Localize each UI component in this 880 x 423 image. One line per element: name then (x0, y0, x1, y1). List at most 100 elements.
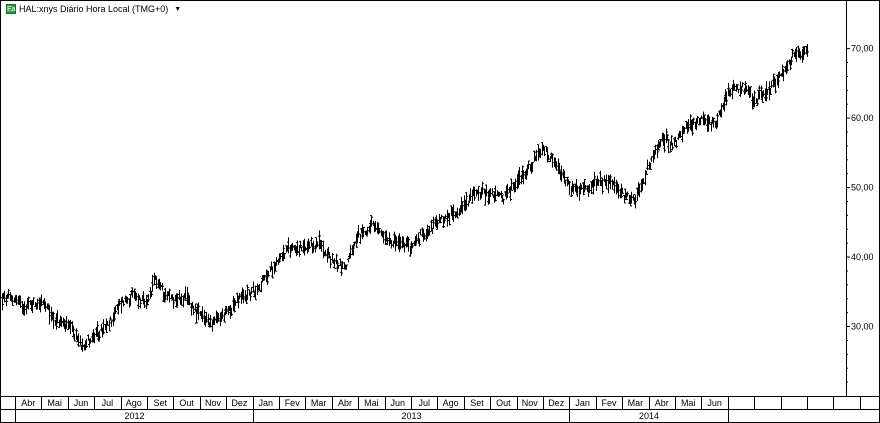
chart-app-icon: Ea (6, 4, 16, 14)
ohlc-bar (209, 314, 212, 328)
ohlc-bar (374, 220, 377, 232)
ohlc-bar (15, 295, 18, 306)
ohlc-bar (150, 290, 153, 297)
ohlc-bar (81, 338, 84, 352)
chevron-down-icon[interactable]: ▼ (174, 5, 182, 13)
ohlc-bar (138, 295, 141, 301)
month-label: Jan (259, 398, 274, 408)
ohlc-bar (659, 138, 662, 147)
ohlc-bar (436, 219, 439, 230)
chart-header: Ea HAL:xnys Diário Hora Local (TMG+0) ▼ (6, 2, 181, 16)
ohlc-bar (527, 160, 530, 170)
ohlc-bar (359, 233, 362, 244)
ohlc-bar (452, 204, 455, 222)
ohlc-bar (798, 48, 801, 59)
ohlc-bar (97, 332, 100, 342)
ohlc-bar (195, 308, 198, 324)
ohlc-bar (669, 141, 672, 153)
ohlc-bar (563, 171, 566, 184)
ohlc-bar (73, 334, 76, 342)
ohlc-bar (443, 216, 446, 224)
ohlc-bar (337, 264, 340, 269)
ohlc-bar (774, 78, 777, 94)
ohlc-bar (207, 313, 210, 326)
ohlc-bar (380, 229, 383, 236)
ohlc-bar (85, 338, 88, 347)
ohlc-bar (720, 103, 723, 118)
ohlc-bar (245, 294, 248, 304)
month-label: Mar (311, 398, 327, 408)
ohlc-bar (629, 195, 632, 207)
ohlc-bar (543, 146, 546, 157)
ohlc-bar (765, 81, 768, 102)
ohlc-bar (740, 86, 743, 94)
ohlc-bar (597, 179, 600, 186)
ohlc-bar (514, 178, 517, 192)
ohlc-bar (432, 216, 435, 229)
ohlc-bar (357, 225, 360, 238)
ohlc-bar (500, 190, 503, 199)
ohlc-bar (48, 305, 51, 325)
ohlc-bar (708, 117, 711, 125)
ohlc-bar (789, 59, 792, 71)
ohlc-bar (414, 236, 417, 247)
ohlc-bar (444, 214, 447, 219)
ohlc-bar (98, 330, 101, 341)
instrument-title[interactable]: HAL:xnys Diário Hora Local (TMG+0) (19, 4, 169, 14)
ohlc-bar (703, 114, 706, 126)
ohlc-bar (221, 308, 224, 320)
y-axis: 30,00 40,00 50,00 60,00 70,00 (846, 0, 874, 396)
ohlc-bar (790, 56, 793, 66)
ohlc-bar (105, 318, 108, 334)
ohlc-bar (3, 290, 6, 303)
month-label: Mar (628, 398, 644, 408)
ohlc-bar (671, 142, 674, 151)
ohlc-bar (749, 86, 752, 98)
ohlc-bar (551, 153, 554, 168)
ohlc-bar (329, 256, 332, 269)
y-tick-label: 30,00 (851, 322, 874, 332)
ohlc-bar (370, 215, 373, 227)
ohlc-bar (365, 230, 368, 237)
ohlc-bar (19, 295, 22, 309)
month-label: Dez (231, 398, 248, 408)
ohlc-bar (263, 274, 266, 281)
ohlc-bar (308, 241, 311, 249)
ohlc-bar (700, 115, 703, 119)
ohlc-bar (558, 162, 561, 175)
ohlc-bar (77, 333, 80, 347)
ohlc-bar (345, 264, 348, 270)
ohlc-bar (785, 63, 788, 75)
ohlc-bar (287, 237, 290, 254)
ohlc-bar (131, 287, 134, 298)
ohlc-bar (382, 230, 385, 244)
ohlc-bar (65, 316, 68, 329)
ohlc-bar (468, 194, 471, 204)
month-label: Jul (418, 398, 430, 408)
ohlc-bar (60, 316, 63, 328)
ohlc-bar (84, 340, 87, 351)
ohlc-bar (638, 183, 641, 198)
ohlc-bar (766, 88, 769, 95)
ohlc-bar (605, 174, 608, 190)
ohlc-bar (32, 297, 35, 306)
ohlc-bar (689, 114, 692, 130)
month-label: Abr (655, 398, 669, 408)
ohlc-bar (733, 83, 736, 91)
ohlc-bar (485, 184, 488, 197)
ohlc-bar (795, 47, 798, 63)
ohlc-bar (465, 192, 468, 211)
ohlc-bar (326, 248, 329, 263)
ohlc-bar (340, 264, 343, 277)
ohlc-bar (456, 207, 459, 219)
ohlc-bar (570, 186, 573, 197)
ohlc-bar (502, 198, 505, 205)
ohlc-bar (625, 192, 628, 201)
ohlc-bar (318, 230, 321, 250)
month-label: Ago (443, 398, 459, 408)
ohlc-bar (522, 170, 525, 185)
month-label: Mai (47, 398, 62, 408)
ohlc-bar (588, 184, 591, 194)
ohlc-bar (258, 283, 261, 292)
